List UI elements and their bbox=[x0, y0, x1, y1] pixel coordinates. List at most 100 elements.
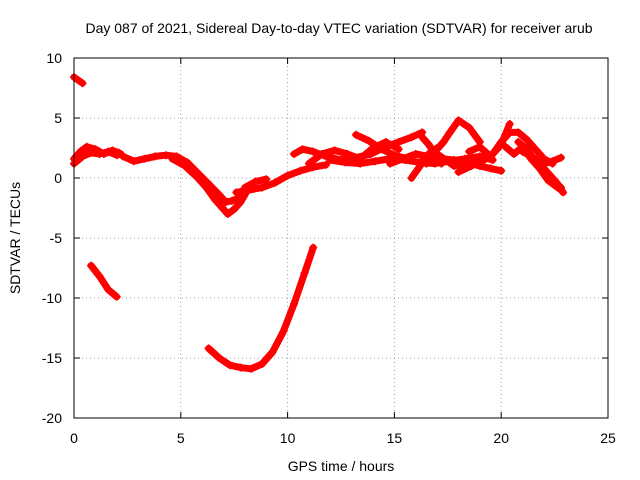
x-tick-label: 25 bbox=[600, 430, 616, 446]
data-point-marker bbox=[394, 145, 403, 154]
data-point-marker bbox=[236, 198, 245, 206]
data-point-marker bbox=[112, 292, 121, 301]
data-point-marker bbox=[151, 152, 160, 161]
data-point-marker bbox=[82, 142, 91, 151]
data-point-marker bbox=[343, 150, 352, 158]
series-trace bbox=[489, 128, 556, 168]
data-point-marker bbox=[119, 152, 128, 161]
data-point-marker bbox=[304, 159, 313, 168]
data-point-marker bbox=[539, 159, 548, 168]
series-arc-k bbox=[304, 138, 403, 168]
data-point-marker bbox=[330, 146, 339, 155]
data-point-marker bbox=[268, 348, 277, 356]
data-point-marker bbox=[87, 261, 96, 270]
data-point-marker bbox=[322, 160, 331, 169]
y-tick-label: -10 bbox=[42, 290, 62, 306]
x-tick-label: 5 bbox=[177, 430, 185, 446]
data-point-marker bbox=[356, 159, 365, 168]
data-point-marker bbox=[193, 174, 202, 182]
data-point-marker bbox=[257, 183, 266, 192]
data-point-marker bbox=[104, 285, 113, 294]
data-point-marker bbox=[108, 146, 117, 155]
y-tick-label: 5 bbox=[54, 110, 62, 126]
data-point-marker bbox=[552, 178, 561, 187]
data-point-marker bbox=[114, 148, 123, 157]
data-point-marker bbox=[531, 145, 540, 154]
data-point-marker bbox=[486, 164, 495, 173]
data-point-marker bbox=[326, 156, 335, 164]
data-point-marker bbox=[371, 157, 380, 166]
data-point-marker bbox=[407, 133, 416, 142]
series-trace bbox=[519, 148, 567, 196]
data-point-marker bbox=[221, 198, 230, 206]
series-trace bbox=[205, 244, 317, 373]
data-point-marker bbox=[232, 188, 241, 197]
data-point-marker bbox=[465, 123, 474, 132]
data-point-marker bbox=[219, 205, 228, 214]
data-point-marker bbox=[236, 363, 245, 372]
data-point-marker bbox=[168, 154, 177, 163]
data-point-marker bbox=[439, 138, 448, 146]
chart-title: Day 087 of 2021, Sidereal Day-to-day VTE… bbox=[85, 20, 592, 36]
series-trace bbox=[168, 155, 249, 218]
data-point-marker bbox=[514, 138, 523, 146]
data-point-marker bbox=[475, 142, 484, 151]
y-tick-label: 0 bbox=[54, 170, 62, 186]
series-trace bbox=[70, 73, 86, 87]
data-point-marker bbox=[467, 162, 476, 170]
data-point-marker bbox=[381, 138, 390, 146]
data-point-marker bbox=[298, 145, 307, 154]
data-point-marker bbox=[290, 150, 299, 158]
data-point-marker bbox=[296, 166, 305, 175]
data-point-marker bbox=[225, 361, 234, 370]
data-point-marker bbox=[450, 162, 459, 170]
data-point-marker bbox=[418, 133, 427, 142]
data-point-marker bbox=[465, 147, 474, 156]
data-point-marker bbox=[364, 136, 373, 145]
data-point-marker bbox=[390, 151, 399, 160]
series-arc-e bbox=[168, 154, 249, 218]
data-point-marker bbox=[76, 147, 85, 156]
series-layer bbox=[70, 73, 568, 373]
data-point-marker bbox=[202, 183, 211, 192]
data-point-marker bbox=[424, 140, 433, 149]
series-arc-g bbox=[240, 175, 271, 192]
data-point-marker bbox=[279, 327, 288, 336]
data-point-marker bbox=[488, 150, 497, 158]
series-arc-i bbox=[204, 243, 318, 373]
data-point-marker bbox=[247, 364, 256, 373]
y-axis-label: SDTVAR / TECUs bbox=[7, 182, 23, 294]
data-point-marker bbox=[99, 150, 108, 158]
data-point-marker bbox=[501, 142, 510, 151]
data-point-marker bbox=[531, 154, 540, 163]
data-point-marker bbox=[411, 150, 420, 158]
data-point-marker bbox=[78, 79, 87, 88]
x-tick-label: 0 bbox=[70, 430, 78, 446]
data-point-marker bbox=[559, 188, 568, 197]
y-tick-label: -5 bbox=[50, 230, 63, 246]
data-point-marker bbox=[215, 190, 224, 199]
data-point-marker bbox=[518, 147, 527, 156]
data-point-marker bbox=[91, 145, 100, 154]
data-point-marker bbox=[505, 120, 514, 128]
data-point-marker bbox=[251, 177, 260, 186]
data-point-marker bbox=[317, 150, 326, 158]
data-point-marker bbox=[454, 168, 463, 176]
series-arc-f bbox=[232, 160, 331, 197]
tick-layer: 0 5 10 15 20 25 -20 -15 -10 -5 0 5 10 bbox=[42, 50, 616, 446]
data-point-marker bbox=[309, 243, 318, 252]
grid-layer bbox=[74, 58, 608, 418]
data-point-marker bbox=[557, 153, 566, 162]
x-tick-label: 15 bbox=[387, 430, 403, 446]
data-point-marker bbox=[433, 150, 442, 158]
data-point-marker bbox=[215, 354, 224, 362]
data-point-marker bbox=[300, 268, 309, 277]
data-point-marker bbox=[522, 135, 531, 144]
data-point-marker bbox=[422, 159, 431, 168]
data-point-marker bbox=[309, 147, 318, 156]
data-point-marker bbox=[497, 138, 506, 146]
data-point-marker bbox=[480, 156, 489, 164]
data-point-marker bbox=[161, 151, 170, 160]
x-tick-label: 10 bbox=[280, 430, 296, 446]
